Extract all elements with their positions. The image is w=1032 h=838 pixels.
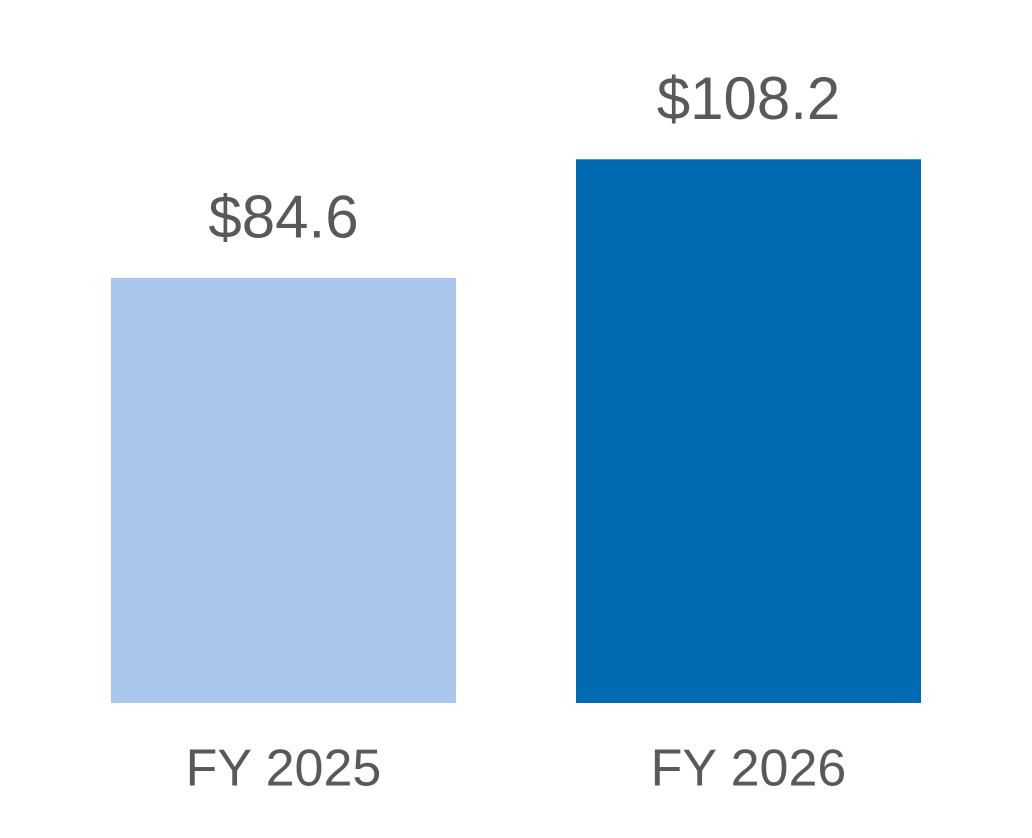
x-tick-label: FY 2026: [651, 740, 847, 798]
bar: [576, 159, 921, 704]
value-label: $108.2: [657, 65, 841, 132]
value-label: $84.6: [208, 184, 358, 251]
x-tick-label: FY 2025: [186, 740, 382, 798]
bar: [111, 277, 456, 703]
